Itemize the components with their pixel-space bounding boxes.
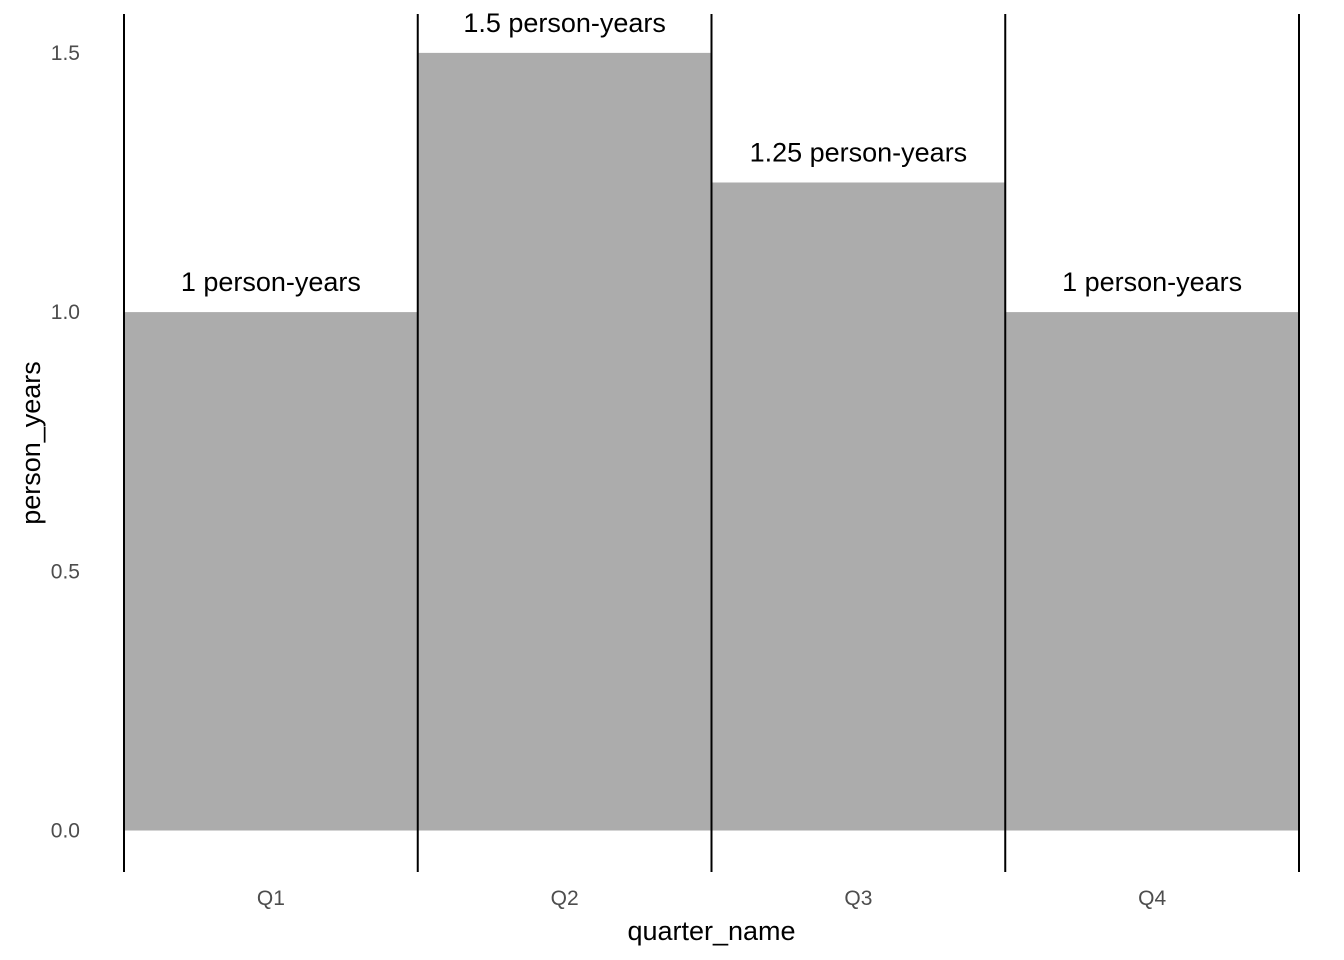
bar-q3 — [711, 182, 1006, 831]
bar-q1 — [124, 312, 418, 831]
y-tick-label: 0.5 — [51, 560, 80, 583]
x-tick-label: Q2 — [551, 887, 579, 910]
bar-q4 — [1005, 312, 1299, 831]
x-axis-title: quarter_name — [627, 916, 795, 946]
bar-q2 — [417, 52, 712, 831]
y-axis-ticks: 0.0 0.5 1.0 1.5 — [51, 42, 80, 843]
data-labels: 1 person-years 1.5 person-years 1.25 perso… — [181, 8, 1242, 297]
x-tick-label: Q3 — [844, 887, 872, 910]
x-tick-label: Q1 — [257, 887, 285, 910]
data-label: 1.5 person-years — [463, 8, 666, 38]
y-tick-label: 0.0 — [51, 820, 80, 843]
category-separators — [123, 14, 1300, 872]
data-label: 1.25 person-years — [750, 137, 968, 167]
y-tick-label: 1.0 — [51, 301, 80, 324]
data-label: 1 person-years — [181, 267, 361, 297]
y-axis-title: person_years — [16, 361, 46, 525]
bars-layer — [124, 52, 1299, 831]
x-axis-ticks: Q1 Q2 Q3 Q4 — [257, 887, 1167, 910]
y-tick-label: 1.5 — [51, 42, 80, 65]
data-label: 1 person-years — [1062, 267, 1242, 297]
x-tick-label: Q4 — [1138, 887, 1166, 910]
